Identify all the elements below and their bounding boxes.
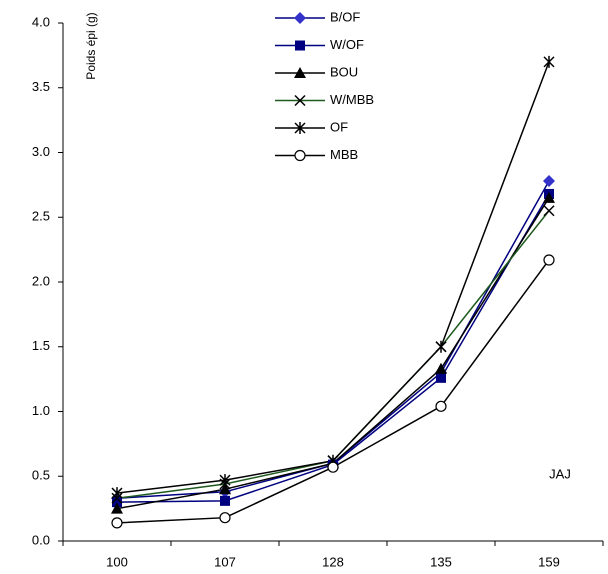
- data-point: [219, 474, 231, 487]
- series-line: [116, 180, 550, 500]
- legend-marker: [294, 67, 306, 78]
- data-point: [112, 497, 122, 508]
- y-tick-label: 3.0: [32, 144, 50, 159]
- data-point: [436, 372, 446, 383]
- data-point: [435, 340, 447, 353]
- y-tick-label: 0.0: [32, 532, 50, 547]
- data-point: [111, 517, 123, 529]
- y-tick-label: 2.5: [32, 209, 50, 224]
- x-tick-label: 135: [430, 554, 452, 569]
- legend-label: OF: [330, 119, 348, 134]
- x-tick-label: 128: [322, 554, 344, 569]
- data-point: [327, 461, 339, 473]
- data-point: [543, 254, 555, 266]
- legend-marker: [294, 94, 306, 107]
- legend-label: W/OF: [330, 37, 364, 52]
- y-tick-label: 4.0: [32, 14, 50, 29]
- y-tick-label: 1.0: [32, 403, 50, 418]
- x-tick-label: 159: [538, 554, 560, 569]
- data-point: [543, 191, 555, 203]
- data-point: [219, 512, 231, 524]
- x-axis-label: JAJ: [549, 466, 571, 481]
- legend-label: W/MBB: [330, 92, 374, 107]
- x-tick-label: 107: [214, 554, 236, 569]
- data-point: [435, 362, 447, 374]
- data-point: [435, 400, 447, 412]
- data-point: [111, 487, 123, 500]
- legend-marker: [294, 12, 306, 24]
- y-tick-label: 3.5: [32, 79, 50, 94]
- data-point: [543, 205, 555, 217]
- y-tick-label: 0.5: [32, 468, 50, 483]
- data-point: [543, 174, 555, 187]
- data-point: [219, 483, 231, 495]
- data-point: [543, 55, 555, 68]
- legend-label: BOU: [330, 64, 358, 79]
- legend-label: B/OF: [330, 9, 360, 24]
- y-tick-label: 2.0: [32, 273, 50, 288]
- x-tick-label: 100: [106, 554, 128, 569]
- data-point: [220, 495, 230, 506]
- legend-marker: [295, 40, 305, 51]
- legend-label: MBB: [330, 147, 358, 162]
- legend-marker: [294, 122, 306, 134]
- y-axis-label: Poids épi (g): [84, 12, 98, 79]
- y-tick-label: 1.5: [32, 338, 50, 353]
- legend-marker: [294, 149, 306, 162]
- data-point: [111, 502, 123, 514]
